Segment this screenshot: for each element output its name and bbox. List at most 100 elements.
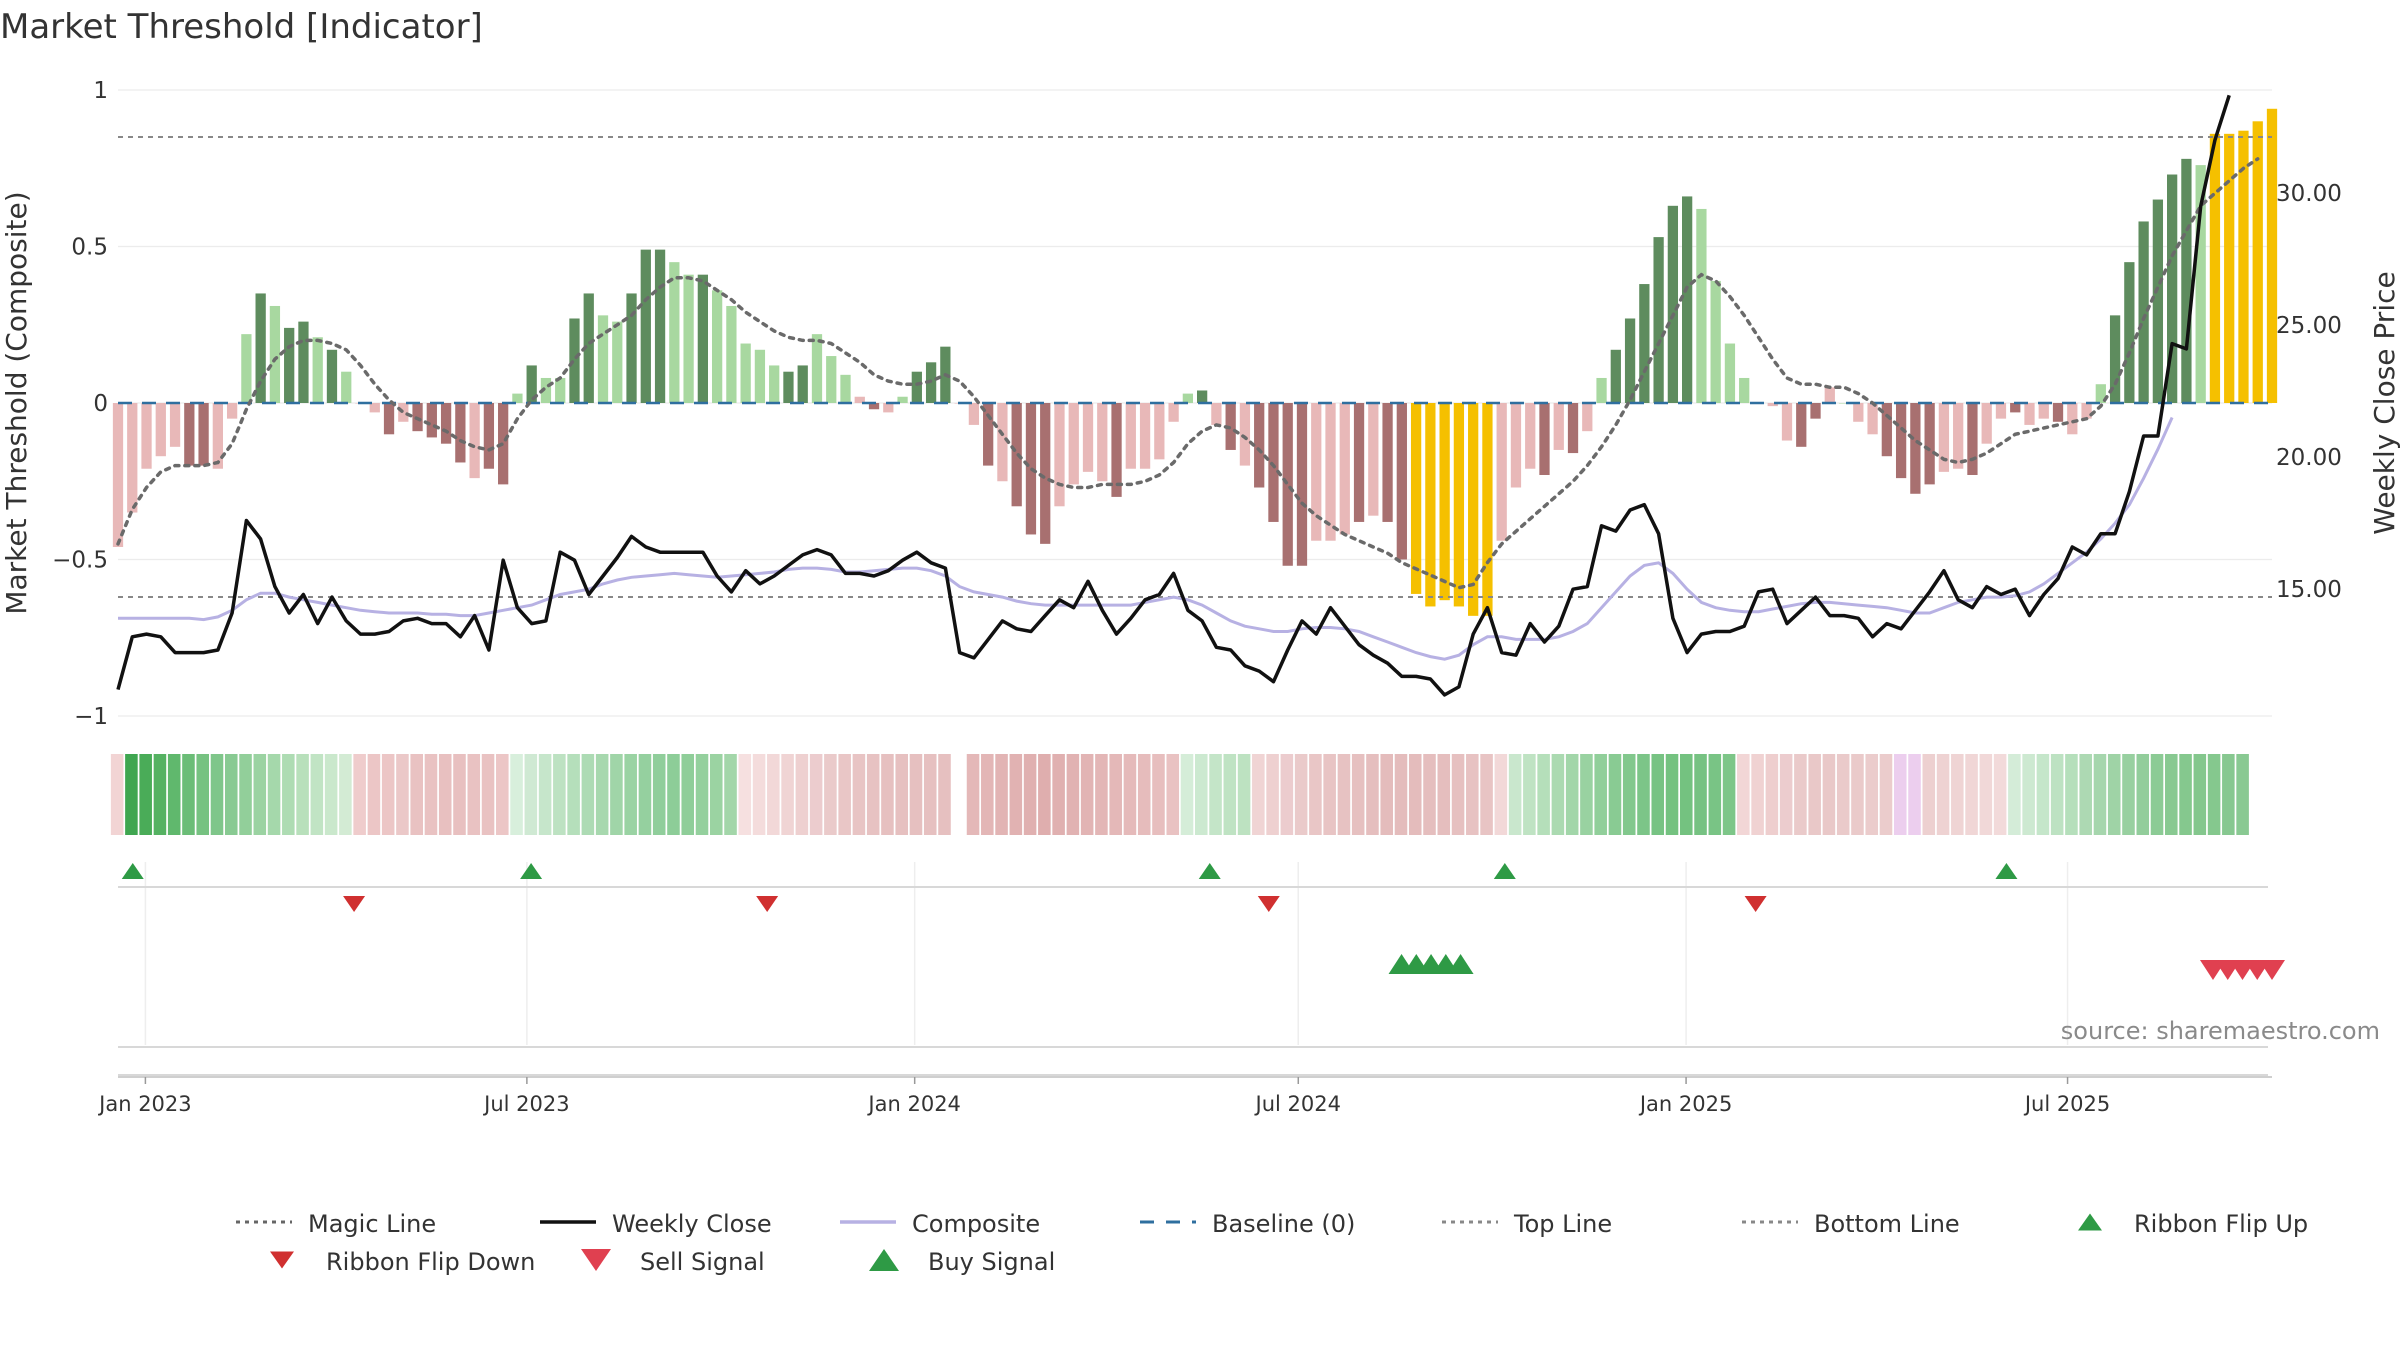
composite-bar xyxy=(1225,403,1236,450)
composite-bar xyxy=(1881,403,1892,457)
composite-bar xyxy=(141,403,152,469)
ribbon-segment xyxy=(1080,754,1094,835)
ribbon-segment xyxy=(196,754,210,835)
ribbon-segment xyxy=(1551,754,1565,835)
x-tick-label: Jan 2024 xyxy=(866,1092,961,1116)
ribbon-segment xyxy=(1808,754,1821,835)
composite-bar xyxy=(797,365,808,403)
ribbon-segment xyxy=(239,754,252,835)
legend-swatch xyxy=(581,1249,611,1271)
ribbon-segment xyxy=(795,754,809,835)
ribbon-segment xyxy=(1337,754,1351,835)
composite-bar xyxy=(555,377,566,403)
composite-bar xyxy=(1196,390,1208,403)
ribbon-segment xyxy=(1737,754,1750,835)
composite-bar xyxy=(198,403,209,466)
ribbon-segment xyxy=(1565,754,1579,835)
ribbon-segment xyxy=(1095,754,1108,835)
ribbon-segment xyxy=(1152,754,1165,835)
composite-bar xyxy=(1254,403,1265,488)
y-right-tick-label: 15.00 xyxy=(2276,577,2342,603)
ribbon-segment xyxy=(153,754,167,835)
ribbon-segment xyxy=(253,754,267,835)
composite-bar xyxy=(2138,221,2149,403)
composite-bar xyxy=(983,403,994,466)
ribbon-segment xyxy=(1694,754,1707,835)
composite-bar xyxy=(1439,403,1450,601)
ribbon-segment xyxy=(282,754,295,835)
ribbon xyxy=(110,754,2249,835)
ribbon-segment xyxy=(781,754,794,835)
ribbon-segment xyxy=(2122,754,2135,835)
ribbon-segment xyxy=(353,754,366,835)
composite-bar xyxy=(911,371,922,403)
composite-bar xyxy=(483,403,495,469)
ribbon-segment xyxy=(866,754,880,835)
ribbon-segment xyxy=(396,754,409,835)
composite-bar xyxy=(426,403,437,438)
ribbon-segment xyxy=(1066,754,1080,835)
ribbon-segment xyxy=(1209,754,1222,835)
ribbon-segment xyxy=(2107,754,2121,835)
ribbon-segment xyxy=(1052,754,1065,835)
composite-bar xyxy=(455,403,466,463)
composite-bar xyxy=(897,396,908,403)
composite-bar xyxy=(1068,403,1079,485)
ribbon-segment xyxy=(1437,754,1451,835)
ribbon-segment xyxy=(524,754,538,835)
composite-bar xyxy=(2224,133,2235,403)
ribbon-segment xyxy=(838,754,851,835)
ribbon-segment xyxy=(952,754,966,835)
chart-lines xyxy=(116,94,2272,697)
composite-bar xyxy=(1867,403,1878,435)
magic-line xyxy=(116,157,2260,590)
composite-bar xyxy=(2024,403,2035,425)
composite-bar xyxy=(2152,199,2164,403)
ribbon-segment xyxy=(167,754,181,835)
composite-bar xyxy=(1838,403,1850,404)
ribbon-segment xyxy=(1722,754,1736,835)
ribbon-segment xyxy=(1466,754,1479,835)
composite-bar xyxy=(1781,403,1793,441)
composite-bar xyxy=(1539,403,1550,475)
sell-signal-marker xyxy=(2259,960,2285,980)
legend-label: Composite xyxy=(912,1210,1040,1238)
legend-item: Weekly Close xyxy=(540,1210,772,1238)
ribbon-segment xyxy=(610,754,623,835)
ribbon-segment xyxy=(510,754,523,835)
composite-bar xyxy=(1667,205,1679,403)
ribbon-segment xyxy=(2150,754,2164,835)
composite-bar xyxy=(1082,403,1094,472)
ribbon-segment xyxy=(1123,754,1137,835)
source-label: source: sharemaestro.com xyxy=(2061,1017,2380,1045)
ribbon-segment xyxy=(652,754,666,835)
composite-bar xyxy=(2109,315,2121,403)
legend-item: Ribbon Flip Up xyxy=(2078,1210,2308,1238)
ribbon-segment xyxy=(738,754,752,835)
composite-bar xyxy=(1981,403,1992,444)
composite-bar xyxy=(1239,403,1251,466)
composite-bar xyxy=(1396,403,1407,560)
ribbon-segment xyxy=(1580,754,1593,835)
ribbon-segment xyxy=(1266,754,1279,835)
ribbon-segment xyxy=(2222,754,2235,835)
composite-bar xyxy=(697,274,708,403)
ribbon-segment xyxy=(1993,754,2007,835)
composite-bar xyxy=(1696,208,1707,403)
composite-bar xyxy=(1510,403,1522,488)
legend-label: Magic Line xyxy=(308,1210,436,1238)
ribbon-segment xyxy=(2036,754,2050,835)
composite-bar xyxy=(540,377,552,403)
composite-bar xyxy=(369,403,380,413)
composite-bar xyxy=(1910,403,1921,494)
legend-label: Buy Signal xyxy=(928,1248,1055,1276)
composite-bar xyxy=(269,305,281,403)
composite-bar xyxy=(1610,349,1621,403)
composite-bar xyxy=(597,315,609,403)
ribbon-segment xyxy=(438,754,452,835)
ribbon-segment xyxy=(453,754,466,835)
ribbon-segment xyxy=(1651,754,1665,835)
ribbon-segment xyxy=(1865,754,1879,835)
ribbon-flip-up-marker xyxy=(1493,863,1516,879)
composite-bar xyxy=(2038,403,2049,419)
